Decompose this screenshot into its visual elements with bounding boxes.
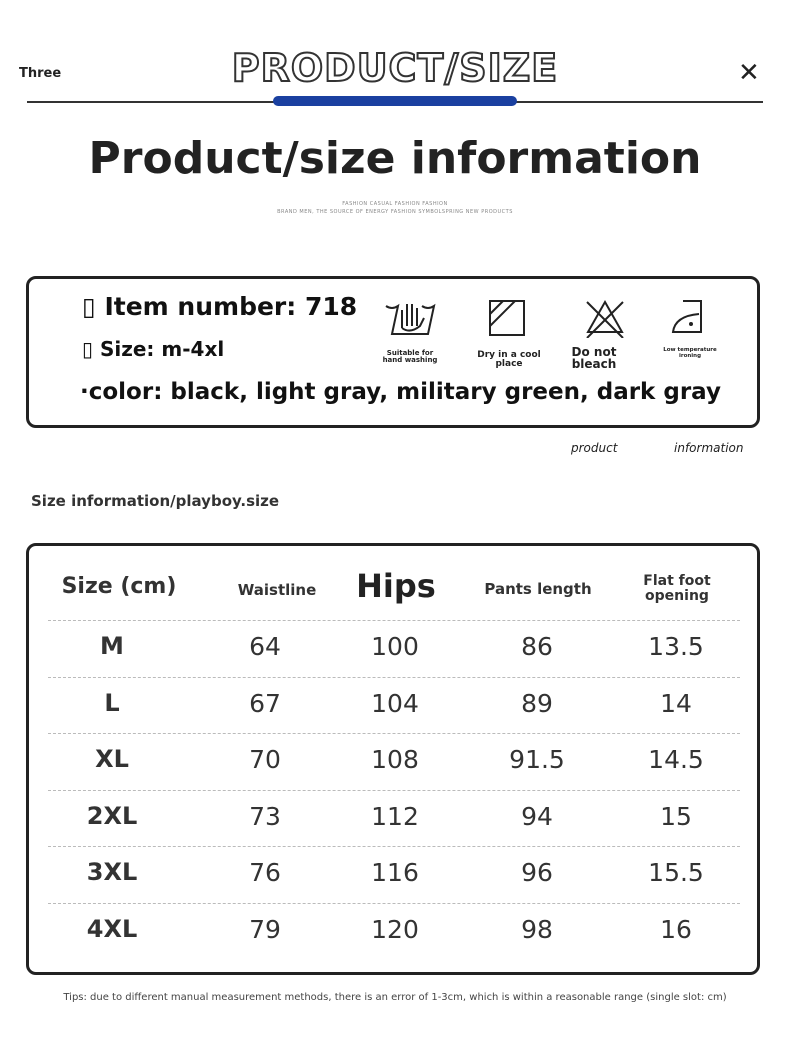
- hand-wash-icon: [385, 303, 436, 335]
- row-divider: [48, 620, 740, 621]
- measurement-cell: 112: [371, 801, 419, 831]
- size-cell: L: [104, 688, 120, 717]
- measurement-cell: 79: [249, 915, 281, 944]
- tips-note: Tips: due to different manual measuremen…: [63, 992, 727, 1003]
- size-range: ▯ Size: m-4xl: [82, 337, 225, 361]
- row-divider: [48, 846, 740, 848]
- subtitle-line: FASHION CASUAL FASHION FASHION: [342, 201, 448, 207]
- product-info-box: [26, 276, 760, 428]
- caption-right: information: [674, 441, 744, 455]
- column-header-hips: Hips: [356, 567, 436, 605]
- measurement-cell: 89: [521, 688, 553, 718]
- caption-left: product: [571, 441, 618, 455]
- low-iron-icon: [671, 300, 702, 333]
- row-divider: [48, 676, 740, 678]
- measurement-cell: 104: [371, 688, 419, 718]
- row-divider: [48, 733, 740, 735]
- no-bleach-icon: [586, 299, 624, 338]
- measurement-cell: 91.5: [509, 745, 565, 775]
- measurement-cell: 108: [371, 745, 419, 775]
- size-table: [26, 543, 760, 975]
- size-cell: XL: [95, 745, 129, 774]
- size-cell: 4XL: [86, 915, 138, 943]
- color-list: ·color: black, light gray, military gree…: [80, 379, 721, 405]
- dry-shade-icon: [489, 300, 525, 336]
- measurement-cell: 14: [660, 688, 692, 718]
- column-header-waistline: Waistline: [237, 581, 317, 599]
- tab-label[interactable]: Three: [19, 66, 62, 81]
- measurement-cell: 100: [371, 632, 419, 661]
- brand-title: PRODUCT/SIZE: [231, 45, 559, 91]
- measurement-cell: 15.5: [648, 858, 704, 888]
- measurement-cell: 96: [521, 858, 553, 888]
- measurement-cell: 116: [371, 858, 419, 888]
- measurement-cell: 64: [249, 632, 281, 661]
- measurement-cell: 120: [371, 915, 419, 944]
- measurement-cell: 73: [249, 801, 281, 831]
- column-header-flat-foot-opening: Flat foot opening: [643, 573, 711, 605]
- measurement-cell: 86: [521, 632, 553, 661]
- measurement-cell: 15: [660, 801, 692, 831]
- close-icon[interactable]: ✕: [738, 58, 760, 88]
- care-label: Dry in a cool place: [477, 350, 541, 369]
- measurement-cell: 76: [249, 858, 281, 888]
- measurement-cell: 98: [521, 915, 553, 944]
- measurement-cell: 13.5: [648, 632, 704, 661]
- item-number: ▯ Item number: 718: [82, 292, 358, 321]
- measurement-cell: 67: [249, 688, 281, 718]
- row-divider: [48, 903, 740, 904]
- page-title: Product/size information: [88, 133, 702, 184]
- active-indicator: [273, 96, 517, 106]
- measurement-cell: 94: [521, 801, 553, 831]
- measurement-cell: 14.5: [648, 745, 704, 775]
- size-cell: 3XL: [86, 858, 138, 887]
- care-label: Suitable for hand washing: [382, 349, 438, 364]
- column-header-pants-length: Pants length: [484, 580, 592, 598]
- subtitle-line: BRAND MEN, THE SOURCE OF ENERGY FASHION …: [277, 209, 513, 215]
- size-cell: M: [100, 632, 124, 660]
- measurement-cell: 70: [249, 745, 281, 775]
- care-label: Do not bleach: [571, 345, 617, 371]
- measurement-cell: 16: [660, 915, 692, 944]
- size-cell: 2XL: [86, 801, 138, 830]
- size-section-title: Size information/playboy.size: [31, 492, 280, 510]
- care-label: Low temperature ironing: [663, 347, 717, 359]
- column-header-size: Size (cm): [61, 574, 177, 599]
- row-divider: [48, 789, 740, 791]
